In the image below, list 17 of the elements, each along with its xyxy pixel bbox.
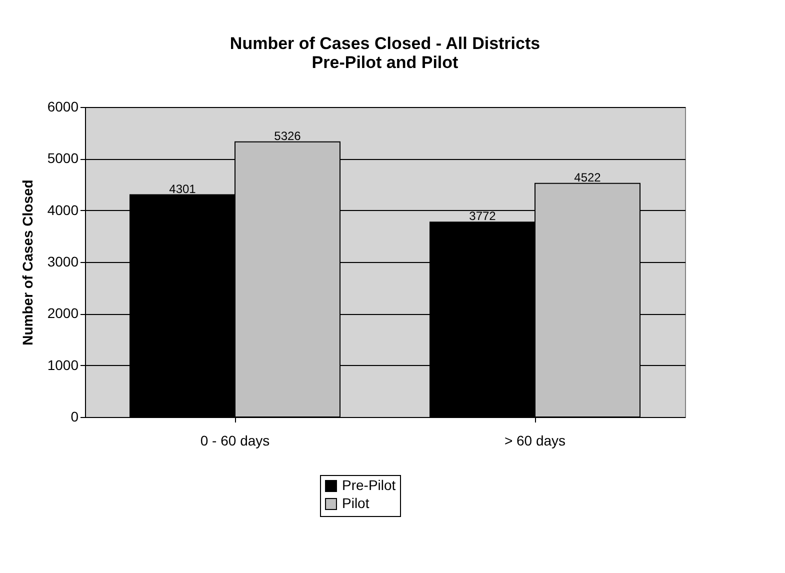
chart-title: Number of Cases Closed - All Districts Pre-Pilot and Pilot (230, 34, 540, 72)
y-tick-label: 5000 (47, 150, 79, 166)
y-tick-label: 4000 (47, 202, 79, 218)
y-tick-label: 1000 (47, 356, 79, 373)
x-tick-label: 0 - 60 days (200, 432, 270, 448)
y-tick-label: 3000 (47, 254, 79, 270)
y-tick-label: 2000 (47, 305, 79, 322)
legend-label: Pilot (342, 495, 370, 511)
y-tick-label: 6000 (47, 98, 79, 114)
y-axis-title: Number of Cases Closed (19, 180, 36, 346)
data-label: 3772 (469, 209, 496, 224)
x-tick-label: > 60 days (504, 432, 566, 448)
data-label: 5326 (274, 128, 302, 143)
legend-label: Pre-Pilot (342, 477, 396, 493)
y-tick-label: 0 (70, 408, 79, 424)
data-label: 4301 (169, 182, 196, 196)
data-label: 4522 (574, 170, 602, 184)
